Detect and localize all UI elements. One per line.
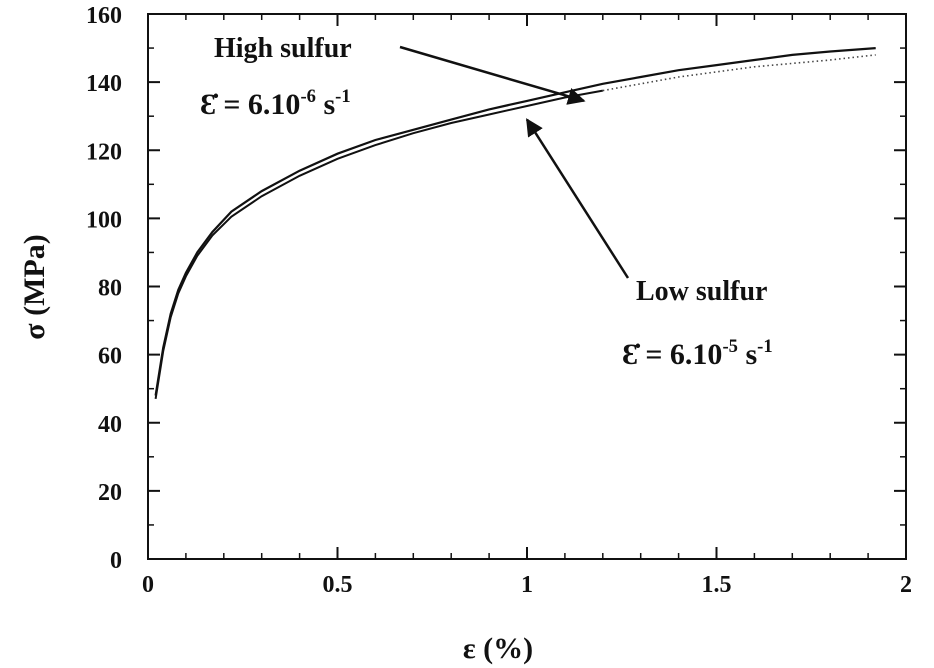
series-line-low-sulfur [154, 89, 603, 400]
strain-rate-label: Ɛ̇ = 6.10-5 s-1 [622, 336, 773, 371]
y-tick-label: 0 [110, 548, 122, 574]
annotation-label: Low sulfur [636, 276, 767, 307]
axis-ticks [147, 13, 907, 560]
y-tick-label: 160 [86, 3, 122, 29]
label-low-sulfur: Low sulfur Ɛ̇ = 6.10-5 s-1 [525, 118, 773, 371]
label-high-sulfur: High sulfur Ɛ̇ = 6.10-6 s-1 [200, 33, 586, 121]
series-layer [154, 47, 876, 400]
series-line-high-sulfur [154, 47, 876, 396]
y-tick-label: 120 [86, 139, 122, 165]
x-tick-label: 1.5 [702, 572, 732, 598]
x-tick-label: 2 [900, 572, 912, 598]
strain-rate-label: Ɛ̇ = 6.10-6 s-1 [200, 86, 351, 121]
y-tick-label: 20 [98, 480, 122, 506]
y-tick-label: 40 [98, 412, 122, 438]
annotation-label: High sulfur [214, 33, 352, 64]
y-tick-label: 60 [98, 344, 122, 370]
x-tick-label: 0.5 [323, 572, 353, 598]
annotation-arrow [525, 118, 630, 279]
y-axis-label: σ (MPa) [18, 234, 51, 339]
y-tick-label: 140 [86, 71, 122, 97]
annotations: High sulfur Ɛ̇ = 6.10-6 s-1 Low sulfur Ɛ̇ =… [200, 33, 773, 371]
y-tick-label: 80 [98, 276, 122, 302]
annotation-arrow [399, 45, 586, 105]
x-tick-label: 1 [521, 572, 533, 598]
x-axis-label: ε (%) [463, 632, 533, 665]
x-tick-label: 0 [142, 572, 154, 598]
series-line-low-sulfur-dotted [602, 54, 876, 92]
y-tick-label: 100 [86, 207, 122, 233]
